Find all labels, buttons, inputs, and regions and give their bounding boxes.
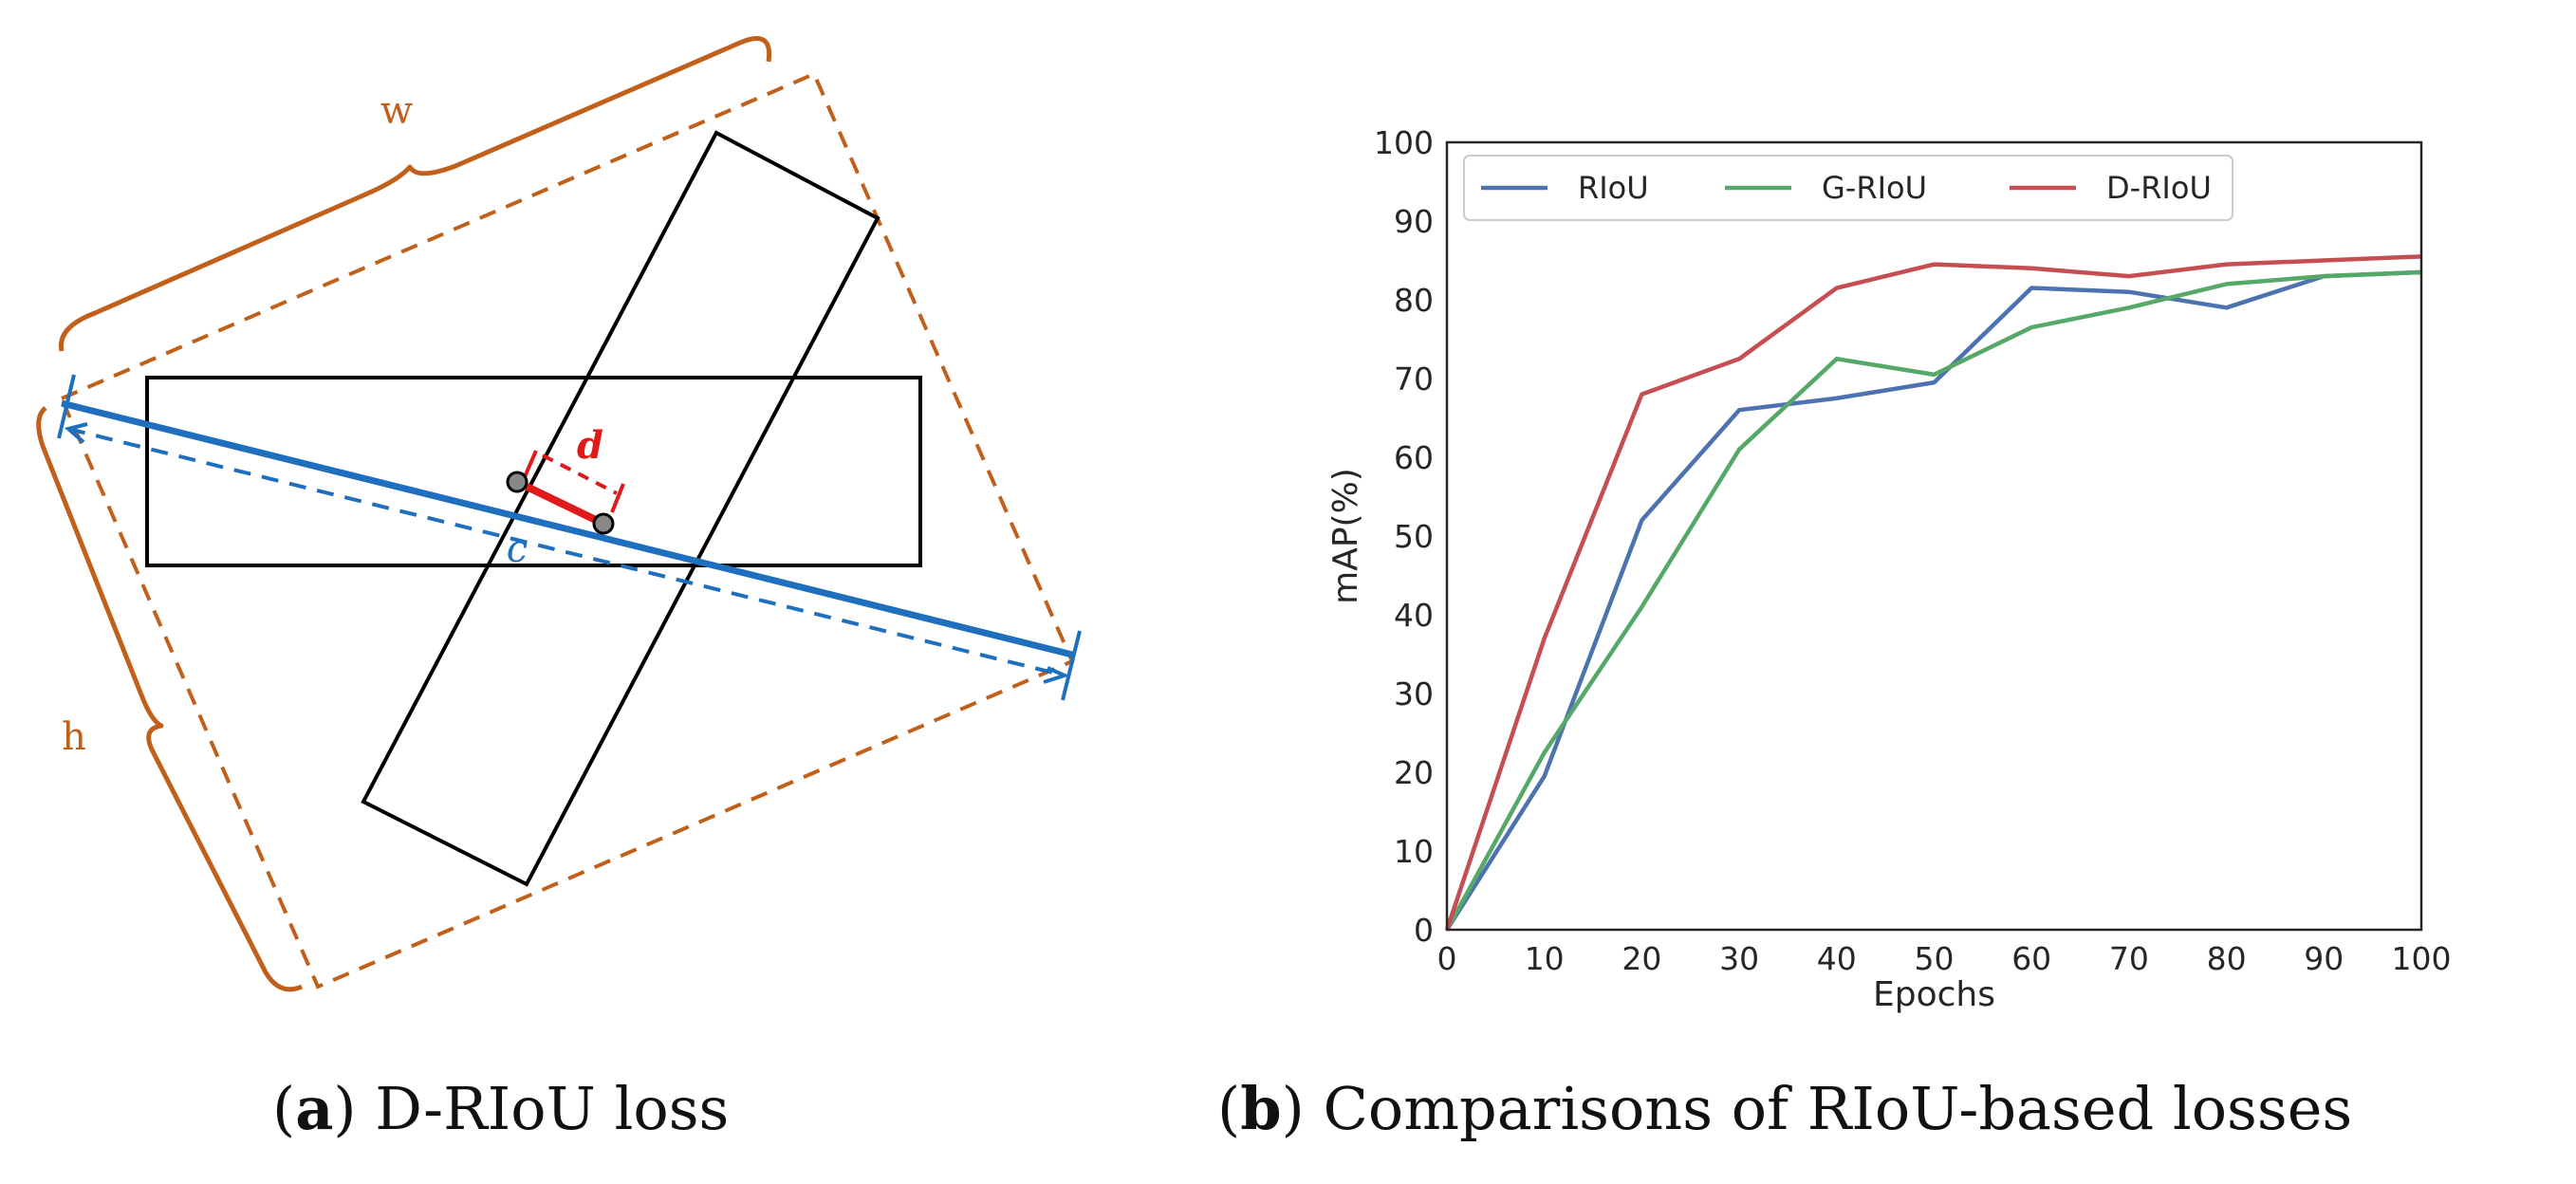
rotated-box (361, 130, 880, 887)
x-tick-label: 40 (1817, 940, 1857, 977)
distance-bracket-dashed (542, 453, 618, 495)
y-tick-label: 20 (1394, 754, 1434, 791)
diagonal-arrow-right (1043, 666, 1070, 684)
y-tick-label: 30 (1394, 675, 1434, 712)
x-tick-label: 50 (1915, 940, 1955, 977)
y-tick-label: 40 (1394, 597, 1434, 634)
legend-label: G-RIoU (1822, 170, 1927, 206)
chart-legend: RIoU G-RIoU D-RIoU (1463, 155, 2233, 221)
caption-b: (b) Comparisons of RIoU-based losses (1217, 1074, 2352, 1143)
diagonal-solid (61, 399, 1073, 658)
diagonal-dashed (67, 427, 1066, 677)
caption-a-text: D-RIoU loss (357, 1074, 730, 1143)
x-tick-label: 100 (2392, 940, 2452, 977)
chart-lines (1444, 254, 2422, 932)
legend-box (1463, 155, 2233, 221)
caption-a-tag: a (295, 1074, 333, 1143)
x-tick-label: 60 (2011, 940, 2051, 977)
width-brace (58, 36, 772, 352)
diagonal-arrow-left (64, 422, 88, 444)
series-line-d-riou (1444, 254, 2422, 931)
center-distance (515, 478, 605, 527)
label-c: c (507, 527, 528, 571)
distance-bracket-end (610, 483, 625, 513)
caption-a: (a) D-RIoU loss (272, 1074, 729, 1143)
plot-frame (1445, 140, 2423, 932)
label-h: h (62, 715, 86, 759)
x-tick-label: 20 (1622, 940, 1661, 977)
center-point-rotated (592, 512, 615, 535)
y-tick-label: 50 (1394, 518, 1434, 555)
diagram-panel-a: w h d c (36, 36, 1082, 992)
y-tick-label: 60 (1394, 439, 1434, 476)
diagonal-start-tick (57, 374, 76, 439)
x-tick-label: 90 (2304, 940, 2344, 977)
x-axis-label: Epochs (1873, 975, 1995, 1014)
x-tick-label: 10 (1525, 940, 1565, 977)
chart-panel-b: 0 10 20 30 40 50 60 70 80 90 100 0 10 20 30 40 50 60 70 80 9… (1326, 124, 2452, 1014)
label-d: d (577, 423, 603, 468)
distance-bracket-solid (522, 450, 538, 480)
y-axis-label: mAP(%) (1326, 468, 1365, 604)
chart-ticks: 0 10 20 30 40 50 60 70 80 90 100 0 10 20 30 40 50 60 70 80 9… (1374, 124, 2452, 977)
y-tick-label: 80 (1394, 282, 1434, 319)
x-tick-label: 0 (1437, 940, 1457, 977)
center-point-horizontal (506, 471, 528, 493)
y-tick-label: 0 (1414, 912, 1434, 949)
caption-b-tag: b (1240, 1074, 1281, 1143)
y-tick-label: 90 (1394, 203, 1434, 240)
caption-b-text: Comparisons of RIoU-based losses (1305, 1074, 2352, 1143)
legend-label: RIoU (1578, 170, 1649, 206)
horizontal-box (145, 376, 922, 567)
y-tick-label: 100 (1374, 124, 1434, 161)
legend-label: D-RIoU (2106, 170, 2212, 206)
x-tick-label: 70 (2109, 940, 2149, 977)
diagonal-end-tick (1061, 630, 1082, 701)
series-line-g-riou (1445, 269, 2422, 932)
x-tick-label: 30 (1719, 940, 1759, 977)
y-tick-label: 10 (1394, 833, 1434, 870)
y-tick-label: 70 (1394, 361, 1434, 398)
x-tick-label: 80 (2207, 940, 2247, 977)
series-line-riou (1445, 269, 2422, 932)
height-brace (36, 406, 303, 992)
label-w: w (380, 89, 413, 133)
